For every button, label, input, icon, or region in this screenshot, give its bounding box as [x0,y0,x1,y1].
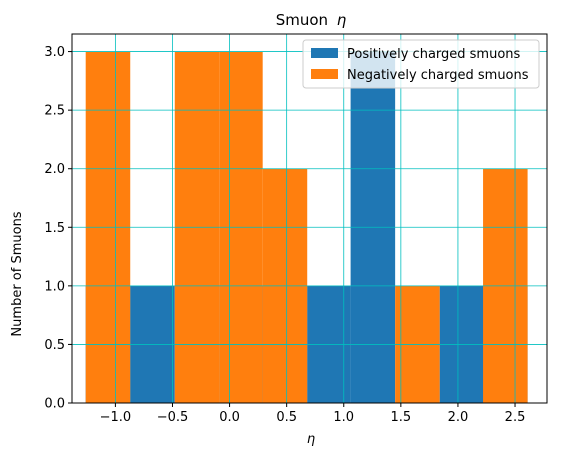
legend: Positively charged smuons Negatively char… [302,39,540,89]
legend-label-1: Positively charged smuons [347,47,521,62]
y-tick-label-5: 2.0 [44,162,65,177]
y-tick-label-1: 0.0 [44,397,65,412]
y-tick-label-7: 3.0 [44,45,65,60]
x-tick-label-4: 0.5 [276,410,297,425]
chart-title-text: Smuon [276,11,328,29]
x-tick-label-2: −0.5 [157,410,189,425]
chart-title: Smuon η [276,11,347,29]
x-tick-label-6: 1.5 [391,410,412,425]
x-tick-label-5: 1.0 [333,410,354,425]
y-tick-label-3: 1.0 [44,279,65,294]
plot-frame [71,33,548,404]
y-tick-label-6: 2.5 [44,104,65,119]
x-tick-label-7: 2.0 [448,410,469,425]
x-tick-label-3: 0.0 [219,410,240,425]
legend-label-2: Negatively charged smuons [347,68,529,83]
legend-swatch-2 [311,69,338,79]
y-axis-label: Number of Smuons [10,211,25,336]
y-tick-label-4: 1.5 [44,221,65,236]
plot-area: −1.0 −0.5 0.0 0.5 1.0 1.5 2.0 2.5 0.0 0.5 1.0 1.5 2.… [44,33,548,425]
x-tick-label-1: −1.0 [100,410,132,425]
chart-title-symbol: η [337,11,347,29]
x-tick-label-8: 2.5 [505,410,526,425]
y-tick-label-2: 0.5 [44,338,65,353]
legend-box [302,39,540,89]
x-axis-label: η [307,432,315,447]
legend-swatch-1 [311,48,338,58]
